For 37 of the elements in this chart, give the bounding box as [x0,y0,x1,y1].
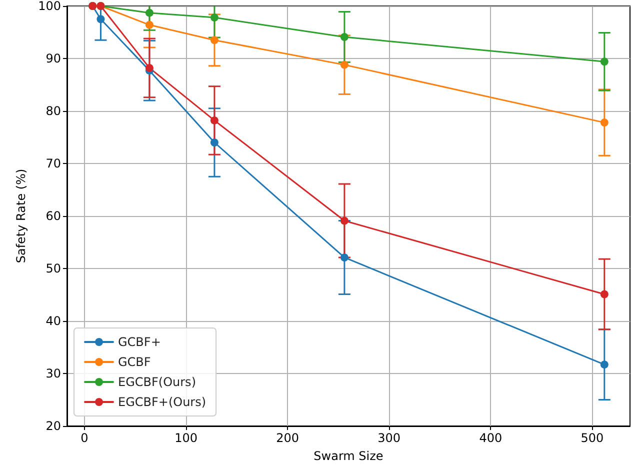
x-axis-title: Swarm Size [314,449,384,463]
point [210,116,218,124]
point [340,253,348,262]
legend-label: GCBF+ [118,335,161,349]
point [600,290,608,298]
y-tick-label: 20 [46,419,61,433]
y-tick-label: 40 [46,314,61,328]
legend-label: EGCBF(Ours) [118,375,196,389]
point [340,216,348,225]
y-tick-label: 90 [46,52,61,66]
point [340,32,348,41]
point [340,60,348,69]
y-tick-label: 30 [46,366,61,380]
point [145,20,154,29]
y-tick-label: 80 [46,104,61,118]
point [96,15,105,24]
point [210,138,218,146]
x-tick-label: 300 [378,431,401,445]
point [600,58,608,66]
y-tick-label: 100 [38,0,61,13]
y-tick-label: 50 [46,262,61,276]
y-tick-label: 60 [46,209,61,223]
x-tick-label: 500 [580,431,604,445]
x-tick-label: 400 [479,431,502,445]
point [210,14,218,22]
point [600,360,608,369]
point [600,118,608,127]
x-tick-label: 200 [276,431,300,445]
legend-label: GCBF [118,355,151,369]
x-tick-label: 0 [80,431,88,445]
y-tick-label: 70 [46,156,61,170]
point [145,8,154,17]
legend-label: EGCBF+(Ours) [118,395,206,409]
x-tick-label: 100 [174,431,198,445]
y-axis-title: Safety Rate (%) [14,168,28,264]
point [210,36,218,44]
point [145,64,154,72]
